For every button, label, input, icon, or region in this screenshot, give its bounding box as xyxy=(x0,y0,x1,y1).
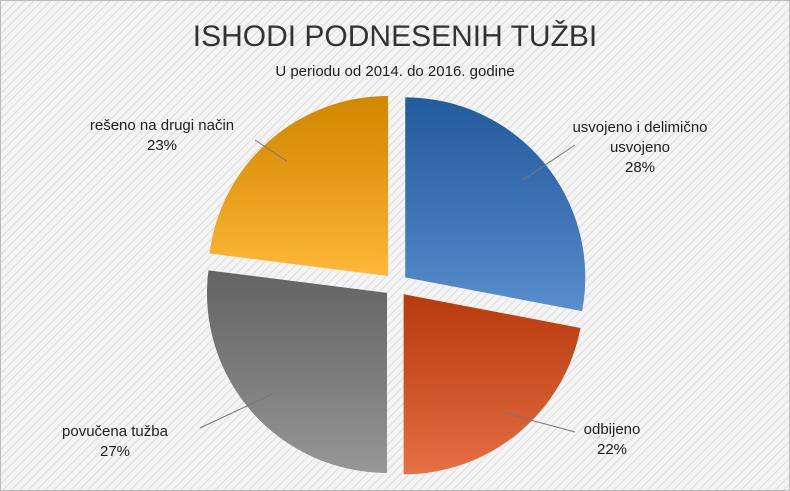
chart-title: ISHODI PODNESENIH TUŽBI xyxy=(193,20,598,53)
slice-value-label: 27% xyxy=(99,443,131,460)
slice-value-label: 28% xyxy=(624,159,656,176)
slice-label: povučena tužba xyxy=(62,423,168,440)
slice-value-label: 23% xyxy=(146,137,178,154)
slice-label: rešeno na drugi način xyxy=(89,117,235,134)
chart-subtitle: U periodu od 2014. do 2016. godine xyxy=(275,63,514,80)
slice-shade xyxy=(206,270,387,473)
leader-line xyxy=(522,144,576,181)
slice-label: odbijeno xyxy=(583,421,641,438)
leader-line xyxy=(199,393,273,429)
slice-shade xyxy=(405,97,586,312)
leader-line xyxy=(254,139,288,162)
slice-shade xyxy=(209,95,389,276)
slice-value-label: 22% xyxy=(596,441,628,458)
leader-line xyxy=(501,411,576,433)
slice-label: usvojeno i delimično usvojeno xyxy=(572,119,708,156)
slice-shade xyxy=(403,294,581,475)
